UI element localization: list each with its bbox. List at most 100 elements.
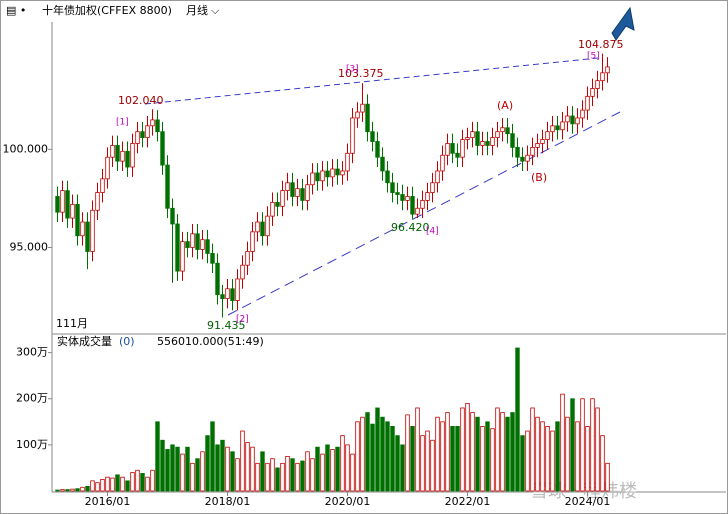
menu-icon[interactable]: ▤ • (6, 4, 26, 17)
volume-bar (430, 439, 435, 492)
volume-bar (420, 435, 425, 492)
volume-bar (590, 398, 595, 492)
volume-bar (205, 435, 210, 492)
volume-bar (275, 467, 280, 492)
annotation: 104.875 (578, 38, 624, 51)
volume-title[interactable]: 实体成交量 (57, 334, 112, 348)
candle-body (295, 188, 300, 197)
volume-bar (145, 476, 150, 492)
annotation: [5] (587, 52, 600, 62)
candle-body (600, 72, 605, 82)
candle-body (230, 288, 235, 301)
candle-body (285, 182, 290, 191)
volume-bar (105, 476, 110, 492)
candle-body (335, 168, 340, 176)
candle-body (315, 172, 320, 182)
candle-body (570, 115, 575, 125)
period[interactable]: 月线 (186, 3, 208, 17)
dropdown[interactable]: ⌵ (211, 4, 220, 17)
candle-body (495, 131, 500, 138)
candle-body (460, 139, 465, 158)
candle-body (520, 156, 525, 162)
volume-bar (510, 412, 515, 492)
candle-body (240, 264, 245, 280)
volume-bar (320, 453, 325, 492)
volume-bar (520, 435, 525, 492)
volume-bar (435, 416, 440, 492)
candle-body (215, 262, 220, 296)
volume-bar (235, 458, 240, 492)
candle-body (265, 215, 270, 237)
candle-body (105, 156, 110, 180)
candle-body (205, 239, 210, 254)
volume-param[interactable]: (0) (119, 335, 135, 348)
arrow (611, 6, 635, 41)
candle-body (130, 143, 135, 168)
candle-body (80, 221, 85, 237)
candle-body (90, 209, 95, 252)
volume-bar (115, 474, 120, 492)
volume-bar (265, 462, 270, 492)
volume-bar (495, 407, 500, 492)
candle-body (370, 131, 375, 142)
volume-bar (580, 398, 585, 492)
volume-bar (325, 444, 330, 492)
volume-info: 556010.000(51:49) (157, 335, 264, 348)
candle-body (95, 192, 100, 211)
volume-bar (505, 416, 510, 492)
volume-bar (465, 402, 470, 492)
candle-body (510, 133, 515, 148)
volume-bar (135, 469, 140, 492)
candle-body (410, 196, 415, 215)
candle-body (320, 170, 325, 182)
volume-tick-label: 300万 (16, 346, 48, 359)
candle-body (605, 66, 610, 74)
candle-body (180, 241, 185, 272)
volume-bar (410, 426, 415, 492)
candle-body (160, 131, 165, 166)
annotation: (B) (531, 171, 547, 184)
candle-body (525, 154, 530, 162)
x-tick-label: 2022/01 (445, 495, 491, 508)
candle-body (375, 141, 380, 158)
candle-body (485, 141, 490, 146)
volume-bar (140, 473, 145, 492)
candle-body (60, 190, 65, 213)
volume-bar (55, 489, 60, 492)
volume-bar (290, 458, 295, 492)
volume-bar (355, 421, 360, 492)
volume-bar (75, 488, 80, 492)
annotation: [1] (116, 118, 129, 128)
annotation: 96.420 (391, 221, 430, 234)
volume-bar (230, 451, 235, 492)
y-tick-label: 100.000 (3, 142, 49, 155)
candle-body (100, 178, 105, 193)
volume-bar (165, 449, 170, 492)
candle-body (310, 172, 315, 186)
candle-body (115, 145, 120, 162)
volume-bar (470, 412, 475, 492)
volume-bar (195, 458, 200, 492)
candle-body (330, 168, 335, 178)
volume-bar (450, 426, 455, 492)
candle-body (270, 201, 275, 217)
volume-bar (535, 416, 540, 492)
volume-bar (385, 421, 390, 492)
volume-bar (390, 426, 395, 492)
symbol-title[interactable]: 十年债加权(CFFEX 8800) (42, 3, 172, 17)
volume-bar (295, 462, 300, 492)
annotation: (A) (497, 99, 513, 112)
candle-body (225, 288, 230, 299)
candle-body (150, 119, 155, 127)
candle-body (125, 150, 130, 168)
candle-body (345, 152, 350, 172)
volume-bar (120, 476, 125, 492)
volume-bar (130, 472, 135, 492)
candle-body (155, 119, 160, 133)
volume-bar (600, 435, 605, 492)
candle-body (75, 203, 80, 237)
volume-bar (565, 416, 570, 492)
volume-bar (345, 444, 350, 492)
volume-bar (550, 430, 555, 492)
